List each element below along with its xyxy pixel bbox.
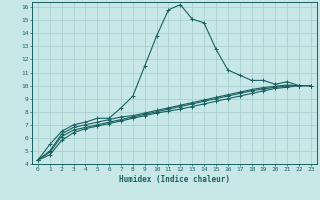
- X-axis label: Humidex (Indice chaleur): Humidex (Indice chaleur): [119, 175, 230, 184]
